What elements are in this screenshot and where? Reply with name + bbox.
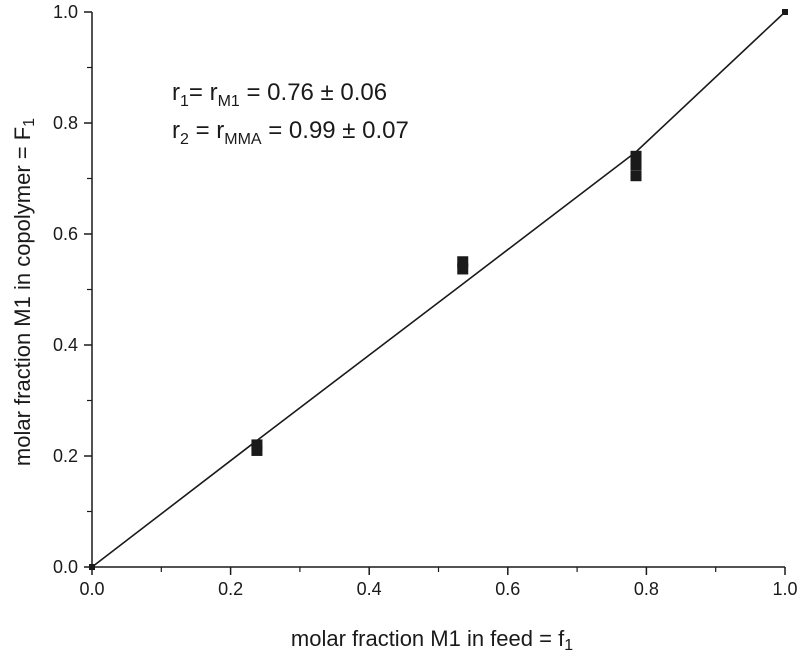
x-tick-label: 0.0 (79, 579, 104, 599)
annotation-segment: = 0.76 ± 0.06 (240, 79, 387, 106)
annotation-segment: = 0.99 ± 0.07 (262, 117, 409, 144)
x-tick-label: 0.4 (357, 579, 382, 599)
data-point (251, 439, 263, 451)
fit-curve-group (91, 11, 786, 568)
y-axis-label: molar fraction M1 in copolymer = F1 (10, 118, 38, 466)
y-tick-label: 0.2 (53, 446, 78, 466)
x-axis-label: molar fraction M1 in feed = f1 (291, 626, 573, 654)
data-point (457, 263, 469, 275)
x-tick-label: 0.8 (634, 579, 659, 599)
data-points (89, 9, 788, 570)
x-tick-label: 0.6 (495, 579, 520, 599)
data-point (782, 9, 788, 15)
y-tick-label: 0.4 (53, 335, 78, 355)
data-point (89, 564, 95, 570)
fit-line (91, 11, 786, 568)
y-tick-label: 0.6 (53, 224, 78, 244)
annotation-text: r2 = rMMA = 0.99 ± 0.07 (172, 117, 409, 148)
annotation-subscript: 2 (180, 131, 189, 148)
data-point (630, 170, 642, 182)
y-tick-label: 0.0 (53, 557, 78, 577)
ticks: 0.00.0 0.2 0.2 0.4 0.4 0.6 0.6 0.8 0.8 1.0 1.0 (53, 2, 798, 599)
data-point (251, 444, 263, 456)
annotation-subscript: M1 (218, 93, 240, 110)
annotation-segment: = r (189, 79, 218, 106)
annotation-segment: r (172, 117, 180, 144)
annotation-subscript: MMA (224, 131, 262, 148)
x-axis-label-subscript: 1 (564, 637, 573, 654)
x-tick-label: 1.0 (772, 579, 797, 599)
annotation-segment: = r (189, 117, 224, 144)
annotation-subscript: 1 (180, 93, 189, 110)
data-point (457, 256, 469, 268)
data-point (630, 150, 642, 162)
x-tick-label: 0.2 (218, 579, 243, 599)
annotation-text: r1= rM1 = 0.76 ± 0.06 (172, 79, 387, 110)
y-axis-label-subscript: 1 (21, 118, 38, 127)
data-point (630, 159, 642, 171)
annotation-segment: r (172, 79, 180, 106)
y-tick-label: 0.8 (53, 113, 78, 133)
y-tick-label: 1.0 (53, 2, 78, 22)
